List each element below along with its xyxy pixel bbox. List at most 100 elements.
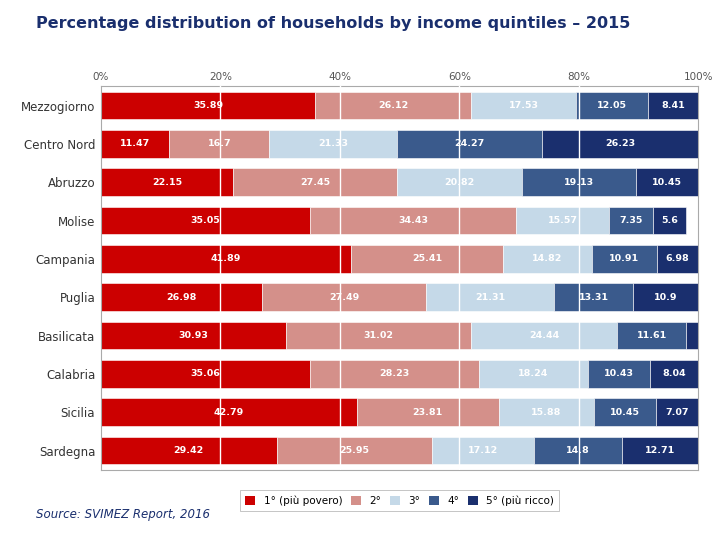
- Bar: [276, 437, 432, 464]
- Text: 34.43: 34.43: [398, 216, 428, 225]
- Bar: [650, 360, 698, 388]
- Bar: [657, 245, 698, 273]
- Bar: [101, 245, 351, 273]
- Bar: [101, 168, 233, 196]
- Bar: [310, 207, 516, 234]
- Text: 22.15: 22.15: [152, 178, 182, 187]
- Text: 30.93: 30.93: [179, 331, 208, 340]
- Bar: [101, 130, 169, 158]
- Bar: [554, 284, 633, 311]
- Text: 27.45: 27.45: [300, 178, 330, 187]
- Text: 25.41: 25.41: [412, 254, 442, 264]
- Bar: [472, 92, 576, 119]
- Bar: [592, 245, 657, 273]
- Bar: [310, 360, 479, 388]
- Text: 10.43: 10.43: [604, 369, 634, 379]
- Text: 19.13: 19.13: [564, 178, 594, 187]
- Text: 35.05: 35.05: [191, 216, 220, 225]
- Bar: [636, 168, 698, 196]
- Text: 8.41: 8.41: [662, 101, 685, 110]
- Text: 11.47: 11.47: [120, 139, 150, 148]
- Text: 26.98: 26.98: [166, 293, 197, 302]
- Text: 16.7: 16.7: [207, 139, 231, 148]
- Text: 11.61: 11.61: [636, 331, 667, 340]
- Text: 6.98: 6.98: [666, 254, 690, 264]
- Bar: [633, 284, 698, 311]
- Bar: [594, 399, 656, 426]
- Bar: [101, 322, 286, 349]
- Bar: [521, 168, 636, 196]
- Text: 14.8: 14.8: [567, 446, 590, 455]
- Text: 23.81: 23.81: [413, 408, 443, 417]
- Bar: [479, 360, 588, 388]
- Text: 26.12: 26.12: [378, 101, 408, 110]
- Text: 29.42: 29.42: [174, 446, 204, 455]
- Text: 20.82: 20.82: [444, 178, 474, 187]
- Bar: [101, 92, 315, 119]
- Text: 10.9: 10.9: [654, 293, 678, 302]
- Bar: [101, 360, 310, 388]
- Text: 28.23: 28.23: [379, 369, 410, 379]
- Text: 7.35: 7.35: [619, 216, 643, 225]
- Bar: [356, 399, 499, 426]
- Bar: [503, 245, 592, 273]
- Text: 5.6: 5.6: [661, 216, 678, 225]
- Bar: [516, 207, 609, 234]
- Text: 12.71: 12.71: [645, 446, 675, 455]
- Text: 35.06: 35.06: [191, 369, 220, 379]
- Text: 21.33: 21.33: [318, 139, 348, 148]
- Text: 17.12: 17.12: [468, 446, 498, 455]
- Bar: [397, 130, 541, 158]
- Text: 25.95: 25.95: [339, 446, 369, 455]
- Text: 26.23: 26.23: [605, 139, 635, 148]
- Bar: [286, 322, 471, 349]
- Bar: [656, 399, 698, 426]
- Text: 14.82: 14.82: [532, 254, 562, 264]
- Bar: [609, 207, 653, 234]
- Bar: [262, 284, 426, 311]
- Bar: [351, 245, 503, 273]
- Bar: [534, 437, 623, 464]
- Bar: [648, 92, 698, 119]
- Bar: [576, 92, 648, 119]
- Bar: [269, 130, 397, 158]
- Text: 8.04: 8.04: [662, 369, 686, 379]
- Bar: [499, 399, 594, 426]
- Bar: [233, 168, 397, 196]
- Text: 10.45: 10.45: [652, 178, 682, 187]
- Bar: [623, 437, 698, 464]
- Bar: [471, 322, 617, 349]
- Bar: [541, 130, 698, 158]
- Bar: [617, 322, 686, 349]
- Bar: [432, 437, 534, 464]
- Text: 17.53: 17.53: [509, 101, 539, 110]
- Bar: [397, 168, 521, 196]
- Text: Percentage distribution of households by income quintiles – 2015: Percentage distribution of households by…: [36, 16, 631, 31]
- Bar: [101, 437, 276, 464]
- Text: 24.27: 24.27: [454, 139, 485, 148]
- Bar: [686, 322, 698, 349]
- Text: 42.79: 42.79: [214, 408, 244, 417]
- Text: 10.45: 10.45: [610, 408, 640, 417]
- Text: 41.89: 41.89: [211, 254, 241, 264]
- Text: 27.49: 27.49: [329, 293, 359, 302]
- Text: 12.05: 12.05: [597, 101, 627, 110]
- Bar: [101, 207, 310, 234]
- Text: 35.89: 35.89: [193, 101, 223, 110]
- Text: Source: SVIMEZ Report, 2016: Source: SVIMEZ Report, 2016: [36, 508, 210, 521]
- Text: 7.07: 7.07: [665, 408, 689, 417]
- Legend: 1° (più povero), 2°, 3°, 4°, 5° (più ricco): 1° (più povero), 2°, 3°, 4°, 5° (più ric…: [240, 490, 559, 511]
- Bar: [315, 92, 472, 119]
- Bar: [588, 360, 650, 388]
- Bar: [169, 130, 269, 158]
- Text: 24.44: 24.44: [529, 331, 559, 340]
- Bar: [653, 207, 686, 234]
- Bar: [426, 284, 554, 311]
- Text: 15.57: 15.57: [547, 216, 577, 225]
- Text: 10.91: 10.91: [609, 254, 639, 264]
- Text: 13.31: 13.31: [578, 293, 608, 302]
- Text: 31.02: 31.02: [364, 331, 393, 340]
- Text: 18.24: 18.24: [518, 369, 549, 379]
- Bar: [101, 399, 356, 426]
- Text: 15.88: 15.88: [531, 408, 562, 417]
